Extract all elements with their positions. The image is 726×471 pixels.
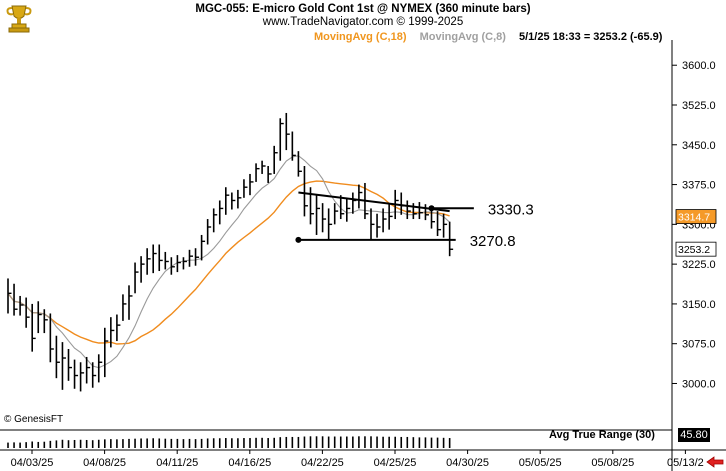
date-axis: 04/03/25 04/08/25 04/11/25 04/16/25 04/22/25… (11, 450, 704, 469)
y-tick-label: 3600.0 (682, 60, 716, 72)
x-tick-label: 04/11/25 (156, 457, 198, 469)
y-tick-label: 3450.0 (682, 140, 716, 152)
price-box (675, 209, 717, 224)
price-box (675, 241, 717, 257)
y-tick-label: 3150.0 (682, 299, 716, 311)
chart-title: MGC-055: E-micro Gold Cont 1st @ NYMEX (… (195, 3, 531, 15)
atr-histogram (7, 436, 451, 448)
ma8-line (7, 155, 450, 369)
x-tick-label: 04/03/25 (11, 457, 54, 469)
trophy-logo-icon (2, 2, 36, 34)
x-tick-label: 05/13/2 (667, 457, 704, 469)
level-dot (295, 236, 302, 243)
y-tick-label: 3075.0 (682, 339, 716, 351)
x-tick-label: 04/30/25 (446, 457, 489, 469)
indicator-legend: MovingAvg (C,18) MovingAvg (C,8) 5/1/25 … (314, 31, 672, 43)
ma18-legend[interactable]: MovingAvg (C,18) (314, 31, 407, 43)
ma18-line (7, 180, 450, 345)
x-tick-label: 05/08/25 (591, 457, 634, 469)
atr-label: Avg True Range (30) (549, 429, 655, 441)
price-box-label: 3253.2 (678, 244, 710, 256)
scroll-left-arrow-icon[interactable] (706, 456, 724, 468)
ma8-legend[interactable]: MovingAvg (C,8) (419, 31, 506, 43)
level-dot (428, 205, 435, 212)
last-bar-readout: 5/1/25 18:33 = 3253.2 (-65.9) (519, 31, 663, 43)
x-tick-label: 05/05/25 (519, 457, 562, 469)
copyright-label: © GenesisFT (4, 414, 64, 425)
price-axis: 3000.03075.03150.03225.03300.03375.03450… (0, 40, 726, 471)
ohlc-bars (7, 112, 454, 392)
y-tick-label: 3225.0 (682, 259, 716, 271)
y-tick-label: 3000.0 (682, 378, 716, 390)
moving-average-lines (7, 155, 450, 369)
y-tick-label: 3525.0 (682, 100, 716, 112)
chart-subtitle: www.TradeNavigator.com © 1999-2025 (262, 16, 464, 28)
atr-value-box: 45.80 (678, 428, 710, 442)
y-tick-label: 3375.0 (682, 180, 716, 192)
x-tick-label: 04/25/25 (374, 457, 417, 469)
x-tick-label: 04/16/25 (228, 457, 271, 469)
resistance-trendline (298, 191, 450, 213)
x-tick-label: 04/08/25 (83, 457, 126, 469)
price-box-label: 3314.7 (678, 212, 710, 224)
x-tick-label: 04/22/25 (301, 457, 344, 469)
level-label: 3330.3 (488, 201, 534, 218)
level-label: 3270.8 (470, 233, 516, 250)
chart-annotations: 3270.8 3330.3 (295, 191, 534, 250)
